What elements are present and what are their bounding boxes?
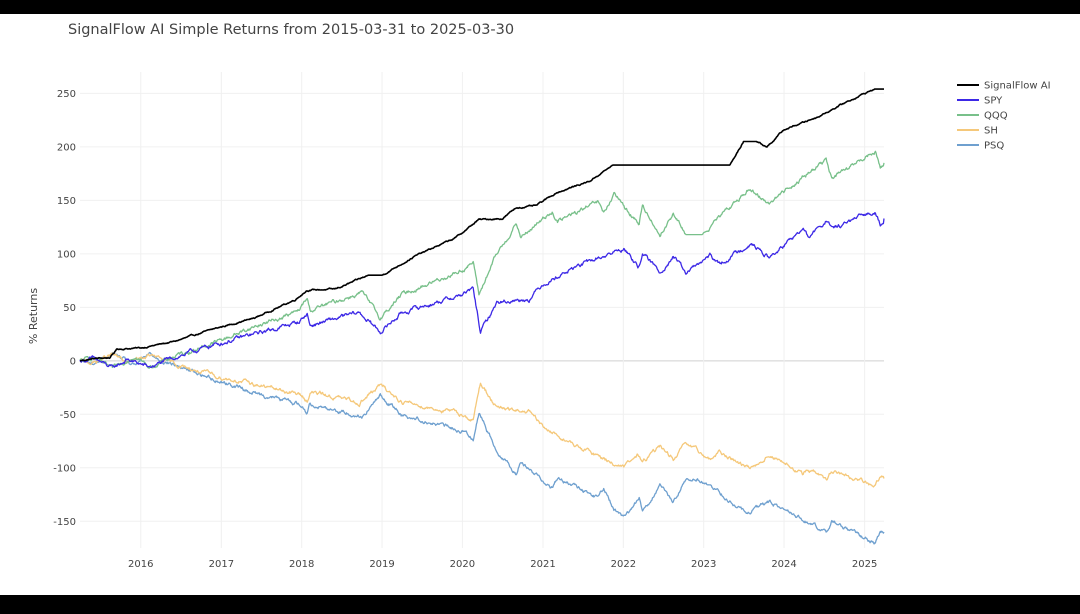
y-tick-label: -50	[60, 410, 76, 421]
y-tick-label: 100	[57, 249, 76, 260]
y-axis-label: % Returns	[27, 288, 40, 344]
legend-item-spy[interactable]: SPY	[957, 96, 1003, 107]
legend-item-signalflow-ai[interactable]: SignalFlow AI	[957, 81, 1051, 92]
y-tick-label: 0	[70, 356, 76, 367]
chart-background	[0, 14, 1080, 595]
grid-layer	[80, 72, 884, 548]
x-tick-label: 2017	[209, 559, 234, 570]
chart-title: SignalFlow AI Simple Returns from 2015-0…	[68, 22, 514, 38]
y-tick-label: 150	[57, 196, 76, 207]
x-tick-label: 2022	[611, 559, 636, 570]
x-tick-label: 2016	[128, 559, 153, 570]
legend-label: SH	[984, 126, 998, 137]
y-tick-label: 250	[57, 89, 76, 100]
x-tick-label: 2023	[691, 559, 716, 570]
y-tick-label: 50	[63, 303, 76, 314]
legend-item-sh[interactable]: SH	[957, 126, 998, 137]
series-line-qqq	[79, 150, 885, 369]
x-tick-label: 2024	[771, 559, 796, 570]
y-tick-label: 200	[57, 142, 76, 153]
legend-item-qqq[interactable]: QQQ	[957, 111, 1008, 122]
series-line-signalflow-ai	[79, 88, 885, 362]
legend-label: PSQ	[984, 141, 1004, 152]
y-tick-label: -100	[53, 463, 76, 474]
legend-label: SignalFlow AI	[984, 81, 1051, 92]
y-tick-label: -150	[53, 517, 76, 528]
legend-item-psq[interactable]: PSQ	[957, 141, 1004, 152]
x-tick-label: 2020	[450, 559, 475, 570]
legend-label: SPY	[984, 96, 1003, 107]
x-tick-label: 2018	[289, 559, 314, 570]
x-tick-label: 2025	[852, 559, 877, 570]
tick-layer: -150 -100 -50 0 50 100 150 200 250 2016 2017 2018 20…	[53, 89, 877, 570]
series-line-psq	[79, 351, 885, 545]
x-tick-label: 2019	[369, 559, 394, 570]
series-line-sh	[79, 352, 885, 488]
legend-label: QQQ	[984, 111, 1008, 122]
legend: SignalFlow AI SPY QQQ SH PSQ	[957, 81, 1051, 152]
series-layer	[79, 88, 885, 545]
x-tick-label: 2021	[530, 559, 555, 570]
series-line-spy	[79, 212, 885, 368]
